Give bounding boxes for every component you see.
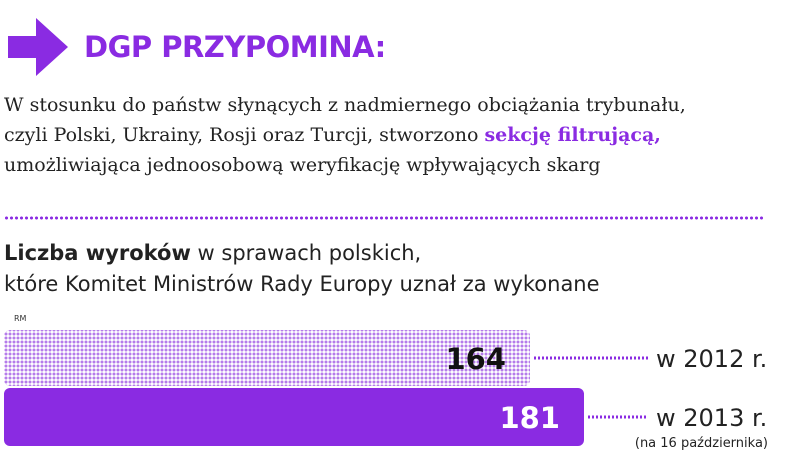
chart-title: Liczba wyroków w sprawach polskich, któr…: [4, 238, 600, 300]
category-note-2: (na 16 października): [635, 436, 768, 451]
intro-line-2: czyli Polski, Ukrainy, Rosji oraz Turcji…: [4, 120, 794, 150]
headline: DGP PRZYPOMINA:: [84, 30, 386, 64]
intro-highlight: sekcję filtrującą,: [484, 124, 661, 146]
intro-line-1: W stosunku do państw słynących z nadmier…: [4, 94, 686, 116]
bar-value-label-2: 181: [499, 401, 560, 435]
chart-title-line-1: Liczba wyroków w sprawach polskich,: [4, 238, 600, 269]
chart-title-rest: w sprawach polskich,: [190, 241, 422, 265]
right-arrow-icon: [8, 18, 68, 76]
intro-text: W stosunku do państw słynących z nadmier…: [4, 90, 794, 180]
dotted-divider: [4, 216, 764, 220]
category-label-2: w 2013 r.: [656, 404, 767, 432]
source-tag: RM: [14, 314, 27, 323]
bar-2: [4, 388, 584, 446]
chart-title-line-2: które Komitet Ministrów Rady Europy uzna…: [4, 272, 600, 296]
chart-title-bold: Liczba wyroków: [4, 241, 191, 265]
intro-line-3: umożliwiająca jednoosobową weryfikację w…: [4, 154, 601, 176]
intro-line-2-text: czyli Polski, Ukrainy, Rosji oraz Turcji…: [4, 124, 485, 146]
category-label-1: w 2012 r.: [656, 345, 767, 373]
bar-chart: 164 w 2012 r. 181 w 2013 r. (na 16 październ…: [4, 330, 768, 451]
bar-value-label-1: 164: [445, 342, 506, 376]
bar-1: [4, 330, 530, 386]
